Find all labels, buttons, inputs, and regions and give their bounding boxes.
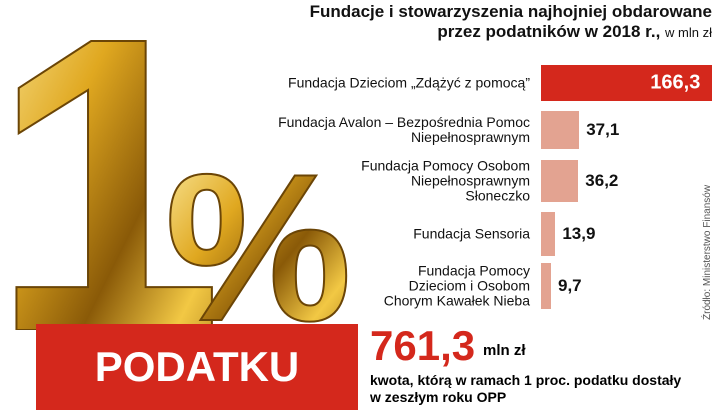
- category-label: Fundacja Pomocy Dzieciom i Osobom Chorym…: [383, 262, 530, 309]
- bar: [541, 212, 556, 256]
- bar: [541, 65, 713, 101]
- title-text: Fundacje i stowarzyszenia najhojniej obd…: [309, 2, 712, 41]
- banner: PODATKU: [36, 324, 358, 410]
- value-label: 166,3: [650, 71, 701, 94]
- total-unit: mln zł: [483, 342, 526, 359]
- category-label: Fundacja Dzieciom „Zdążyć z pomocą”: [288, 74, 530, 91]
- value-label: 9,7: [557, 276, 582, 295]
- bar: [541, 160, 579, 202]
- chart-title: Fundacje i stowarzyszenia najhojniej obd…: [310, 2, 712, 43]
- category-label: Fundacja Pomocy Osobom Niepełnosprawnym …: [361, 157, 530, 204]
- caption: kwota, którą w ramach 1 proc. podatku do…: [370, 372, 682, 405]
- bar: [541, 263, 551, 309]
- source: Źródło: Ministerstwo Finansów: [702, 184, 713, 320]
- total: 761,3: [370, 322, 476, 369]
- bar: [541, 111, 580, 149]
- sign: 1 %: [0, 0, 353, 330]
- unit: w mln zł: [665, 25, 712, 40]
- sign-number: 1: [0, 0, 224, 330]
- value-label: 37,1: [586, 120, 620, 139]
- category-label: Fundacja Sensoria: [413, 225, 530, 242]
- sign-symbol: %: [165, 130, 352, 330]
- category-label: Fundacja Avalon – Bezpośrednia Pomoc Nie…: [278, 114, 530, 145]
- value-label: 36,2: [585, 171, 619, 190]
- value-label: 13,9: [562, 224, 596, 243]
